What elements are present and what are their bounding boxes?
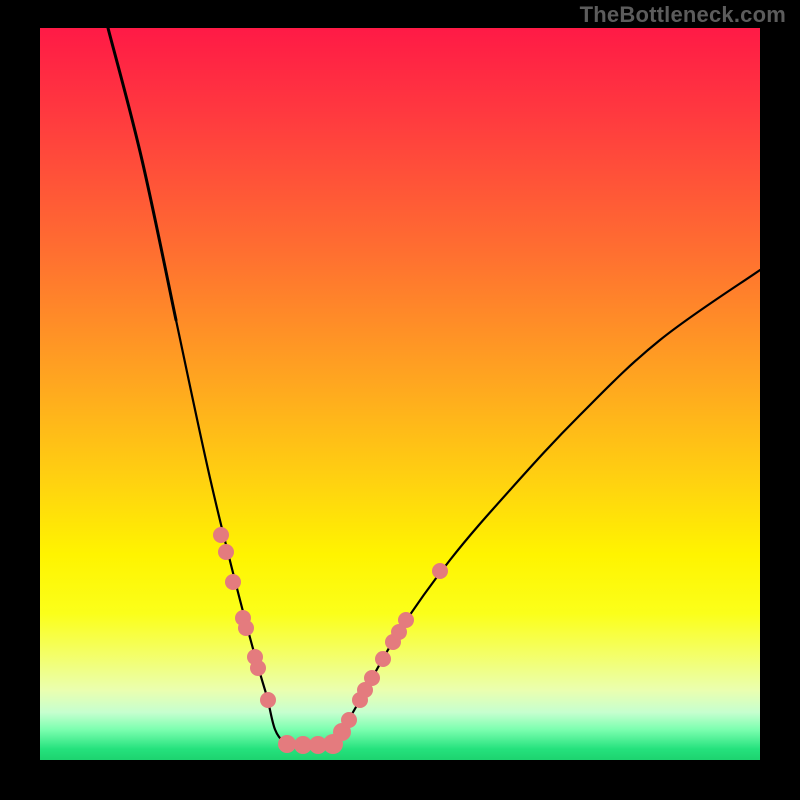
bottleneck-chart-svg [0, 0, 800, 800]
marker-left [260, 692, 276, 708]
marker-right [432, 563, 448, 579]
marker-left [238, 620, 254, 636]
marker-left [218, 544, 234, 560]
marker-valley [278, 735, 296, 753]
marker-left [250, 660, 266, 676]
gradient-plot-area [40, 28, 760, 760]
marker-left [225, 574, 241, 590]
marker-right [375, 651, 391, 667]
marker-right [364, 670, 380, 686]
marker-right [341, 712, 357, 728]
marker-left [213, 527, 229, 543]
marker-right [398, 612, 414, 628]
watermark-label: TheBottleneck.com [580, 2, 786, 28]
chart-container: TheBottleneck.com [0, 0, 800, 800]
